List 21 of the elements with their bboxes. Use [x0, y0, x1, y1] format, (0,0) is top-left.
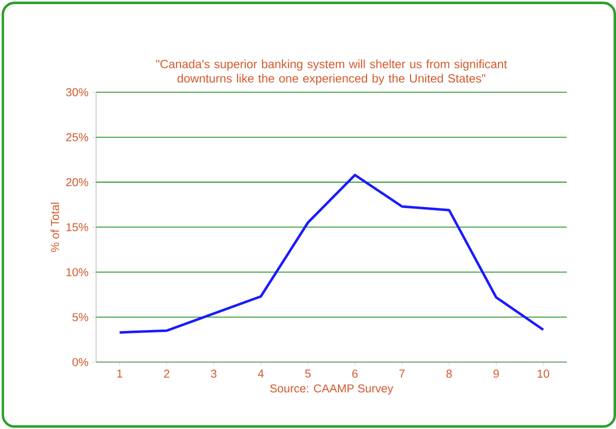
x-tick-label: 7	[399, 369, 405, 378]
y-tick-label: 20%	[66, 178, 88, 186]
chart-title: "Canada's superior banking system will shelter us from significant downturns like the one experienced by the United States"	[156, 59, 508, 85]
y-tick-label: 10%	[66, 268, 88, 276]
x-tick-label: 5	[305, 369, 311, 378]
x-tick-label: 9	[494, 369, 499, 378]
y-tick-label: 0%	[72, 358, 88, 366]
y-tick-label: 15%	[66, 222, 88, 232]
y-axis-title: % of Total	[50, 202, 60, 252]
x-tick-label: 4	[258, 369, 264, 378]
x-axis-title: Source: CAAMP Survey	[270, 384, 394, 395]
x-tick-label: 2	[164, 369, 170, 378]
x-tick-label: 6	[352, 369, 358, 378]
x-tick-label: 8	[446, 369, 452, 378]
x-tick-label: 3	[210, 369, 216, 378]
y-tick-label: 30%	[66, 88, 88, 96]
y-tick-label: 5%	[72, 312, 88, 322]
x-tick-label: 1	[117, 369, 122, 378]
line-series	[118, 174, 544, 334]
x-tick-label: 10	[538, 369, 550, 378]
y-tick-label: 25%	[66, 132, 88, 142]
